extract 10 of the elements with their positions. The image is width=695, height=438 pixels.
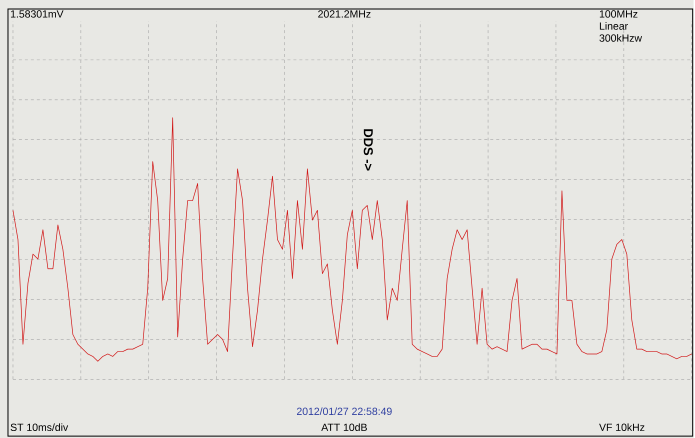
text: 100MHz: [600, 10, 638, 18]
text: 1.58301mV: [10, 10, 64, 18]
text: 2012/01/27 22:58:49: [296, 407, 392, 415]
annotation: DDS ->: [364, 129, 373, 170]
text: VF 10kHz: [599, 423, 644, 431]
text: Linear: [600, 22, 628, 30]
text: 300kHzw: [599, 34, 642, 42]
text: ATT 10dB: [321, 423, 367, 431]
text: 2021.2MHz: [318, 10, 371, 18]
text: ST 10ms/div: [10, 423, 68, 431]
